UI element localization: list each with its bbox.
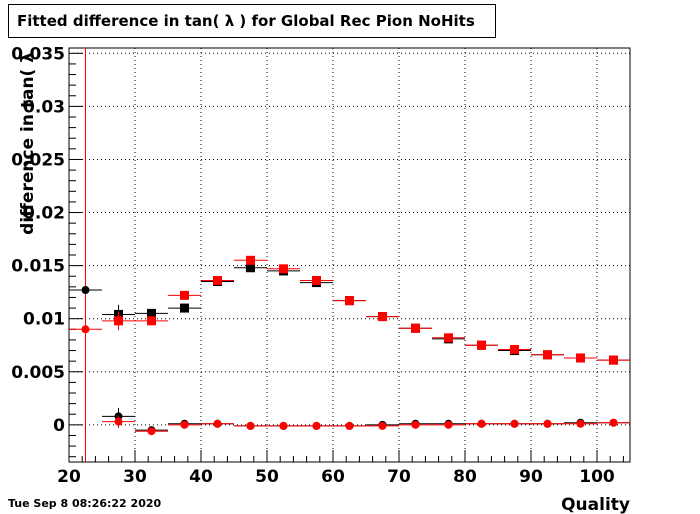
- x-tick-label: 90: [519, 467, 543, 487]
- data-point-circle: [477, 419, 486, 428]
- y-tick-label: 0.035: [11, 44, 65, 64]
- data-point-circle: [411, 420, 420, 429]
- y-tick-label: 0.02: [23, 204, 65, 224]
- data-point-circle: [576, 419, 585, 428]
- data-point-circle: [279, 421, 288, 430]
- data-point-square: [345, 296, 354, 306]
- x-tick-label: 100: [579, 467, 615, 487]
- data-point-circle: [81, 286, 90, 295]
- timestamp: Tue Sep 8 08:26:22 2020: [8, 497, 162, 510]
- data-point-circle: [609, 418, 618, 427]
- x-tick-label: 40: [189, 467, 213, 487]
- data-point-square: [114, 316, 123, 326]
- data-point-square: [444, 333, 453, 343]
- data-point-square: [180, 303, 189, 313]
- data-point-square: [147, 316, 156, 326]
- data-point-square: [510, 344, 519, 354]
- data-point-circle: [543, 419, 552, 428]
- data-point-square: [609, 355, 618, 365]
- x-axis-label: Quality: [561, 495, 630, 514]
- data-point-circle: [213, 419, 222, 428]
- x-tick-label: 70: [387, 467, 411, 487]
- x-tick-label: 30: [123, 467, 147, 487]
- title-box: Fitted difference in tan( λ ) for Global…: [8, 4, 496, 38]
- data-point-circle: [510, 419, 519, 428]
- data-point-square: [147, 308, 156, 318]
- data-point-square: [180, 290, 189, 300]
- data-point-square: [576, 353, 585, 363]
- data-point-square: [246, 263, 255, 273]
- y-tick-label: 0.03: [23, 97, 65, 117]
- y-axis-label: difference in tan( λ: [18, 52, 38, 235]
- data-point-square: [378, 312, 387, 322]
- data-point-circle: [312, 421, 321, 430]
- data-point-square: [213, 275, 222, 285]
- data-point-circle: [147, 427, 156, 436]
- data-point-circle: [378, 421, 387, 430]
- data-point-square: [411, 323, 420, 333]
- data-point-circle: [114, 417, 123, 426]
- data-point-square: [312, 275, 321, 285]
- data-point-square: [246, 255, 255, 265]
- chart-title: Fitted difference in tan( λ ) for Global…: [17, 12, 475, 30]
- data-point-square: [477, 340, 486, 350]
- y-tick-label: 0: [53, 416, 65, 436]
- y-tick-label: 0.025: [11, 150, 65, 170]
- data-point-circle: [81, 325, 90, 334]
- x-tick-label: 50: [255, 467, 279, 487]
- data-point-circle: [345, 421, 354, 430]
- data-point-square: [279, 264, 288, 274]
- data-point-square: [543, 350, 552, 360]
- data-point-circle: [246, 421, 255, 430]
- x-tick-label: 80: [453, 467, 477, 487]
- data-point-circle: [180, 420, 189, 429]
- y-tick-label: 0.005: [11, 363, 65, 383]
- x-tick-label: 60: [321, 467, 345, 487]
- x-tick-label: 20: [57, 467, 81, 487]
- y-tick-label: 0.01: [23, 310, 65, 330]
- y-tick-label: 0.015: [11, 257, 65, 277]
- plot-frame: [68, 47, 631, 463]
- data-point-circle: [444, 420, 453, 429]
